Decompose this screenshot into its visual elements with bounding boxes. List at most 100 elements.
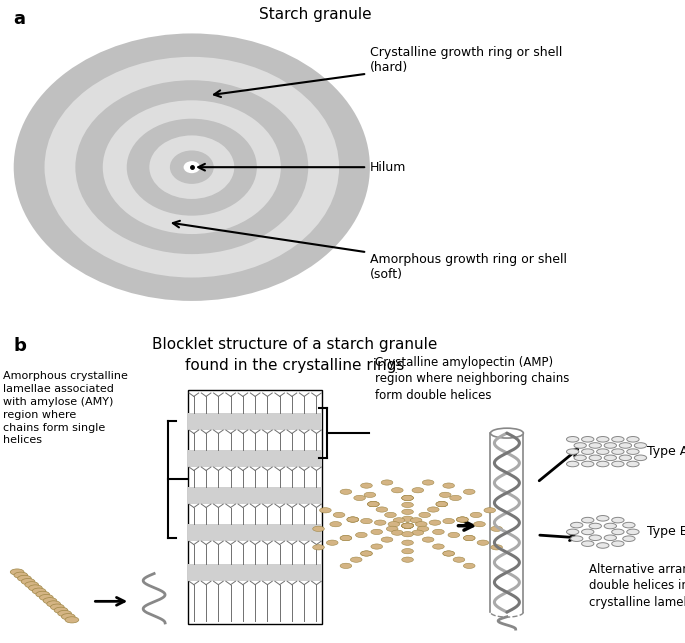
Circle shape — [422, 537, 434, 542]
Circle shape — [14, 572, 27, 578]
Circle shape — [401, 540, 413, 545]
Text: Crystalline amylopectin (AMP)
region where neighboring chains
form double helice: Crystalline amylopectin (AMP) region whe… — [375, 356, 570, 402]
Circle shape — [340, 563, 352, 568]
Circle shape — [36, 592, 49, 597]
Circle shape — [29, 585, 42, 591]
Circle shape — [597, 437, 609, 442]
Circle shape — [374, 520, 386, 525]
Circle shape — [448, 532, 460, 538]
Circle shape — [10, 569, 24, 575]
Circle shape — [612, 529, 624, 535]
Circle shape — [386, 526, 398, 531]
Circle shape — [612, 518, 624, 523]
Circle shape — [347, 517, 359, 522]
Circle shape — [443, 551, 455, 556]
Bar — [490, 433, 523, 612]
Circle shape — [470, 512, 482, 518]
Text: b: b — [14, 338, 27, 356]
Circle shape — [401, 523, 413, 529]
Circle shape — [401, 523, 413, 529]
Circle shape — [367, 502, 379, 507]
Circle shape — [401, 523, 413, 529]
Circle shape — [436, 502, 448, 507]
Circle shape — [312, 545, 324, 550]
Circle shape — [627, 437, 639, 442]
Circle shape — [371, 529, 382, 534]
Circle shape — [401, 495, 413, 500]
Text: Hilum: Hilum — [198, 161, 406, 174]
Circle shape — [443, 551, 455, 556]
Circle shape — [360, 551, 372, 556]
Bar — [188, 487, 322, 504]
Circle shape — [367, 502, 379, 507]
Circle shape — [367, 502, 379, 507]
Circle shape — [612, 449, 624, 455]
Circle shape — [422, 480, 434, 485]
Circle shape — [463, 489, 475, 494]
Circle shape — [360, 483, 372, 488]
Bar — [188, 524, 322, 541]
Circle shape — [619, 455, 632, 460]
Text: Amorphous crystalline
lamellae associated
with amylose (AMY)
region where
chains: Amorphous crystalline lamellae associate… — [3, 372, 128, 446]
Circle shape — [347, 517, 359, 522]
Circle shape — [381, 537, 393, 542]
Circle shape — [566, 449, 579, 455]
Circle shape — [333, 512, 345, 518]
Ellipse shape — [45, 57, 339, 278]
Ellipse shape — [103, 100, 281, 234]
Circle shape — [627, 529, 639, 535]
Circle shape — [419, 512, 430, 518]
Text: Blocklet structure of a starch granule
found in the crystalline rings: Blocklet structure of a starch granule f… — [152, 338, 437, 374]
Circle shape — [473, 521, 485, 527]
Circle shape — [597, 461, 609, 467]
Circle shape — [388, 521, 399, 527]
Circle shape — [412, 487, 423, 493]
Circle shape — [353, 495, 365, 500]
Circle shape — [571, 536, 583, 541]
Circle shape — [417, 526, 429, 531]
Circle shape — [401, 523, 413, 529]
Circle shape — [582, 518, 594, 523]
Circle shape — [360, 518, 373, 523]
Circle shape — [415, 521, 427, 527]
Circle shape — [25, 582, 38, 588]
Circle shape — [429, 520, 441, 525]
Circle shape — [490, 526, 502, 531]
Circle shape — [456, 517, 469, 522]
Circle shape — [18, 575, 32, 581]
Circle shape — [427, 507, 439, 512]
Circle shape — [401, 548, 413, 554]
Circle shape — [319, 508, 331, 513]
Ellipse shape — [14, 33, 370, 301]
Circle shape — [566, 437, 579, 442]
Circle shape — [326, 540, 338, 545]
Circle shape — [443, 483, 455, 488]
Ellipse shape — [149, 136, 234, 199]
Circle shape — [401, 509, 413, 514]
Circle shape — [597, 516, 609, 521]
Circle shape — [432, 529, 444, 534]
Circle shape — [627, 461, 639, 467]
Circle shape — [54, 607, 68, 613]
Text: Amorphous growth ring or shell
(soft): Amorphous growth ring or shell (soft) — [173, 221, 567, 282]
Ellipse shape — [490, 428, 523, 438]
Circle shape — [566, 461, 579, 467]
Circle shape — [58, 610, 71, 617]
Bar — [188, 565, 322, 581]
Circle shape — [597, 543, 609, 548]
Circle shape — [385, 512, 396, 518]
Circle shape — [401, 495, 413, 500]
Circle shape — [62, 613, 75, 620]
Circle shape — [582, 449, 594, 455]
Circle shape — [574, 442, 586, 448]
Ellipse shape — [127, 119, 257, 215]
Ellipse shape — [75, 80, 308, 254]
Circle shape — [412, 530, 423, 535]
Circle shape — [391, 530, 403, 535]
Circle shape — [371, 544, 382, 549]
Circle shape — [436, 502, 448, 507]
Circle shape — [574, 455, 586, 460]
Circle shape — [401, 523, 413, 529]
Circle shape — [340, 489, 352, 494]
Circle shape — [360, 551, 372, 556]
